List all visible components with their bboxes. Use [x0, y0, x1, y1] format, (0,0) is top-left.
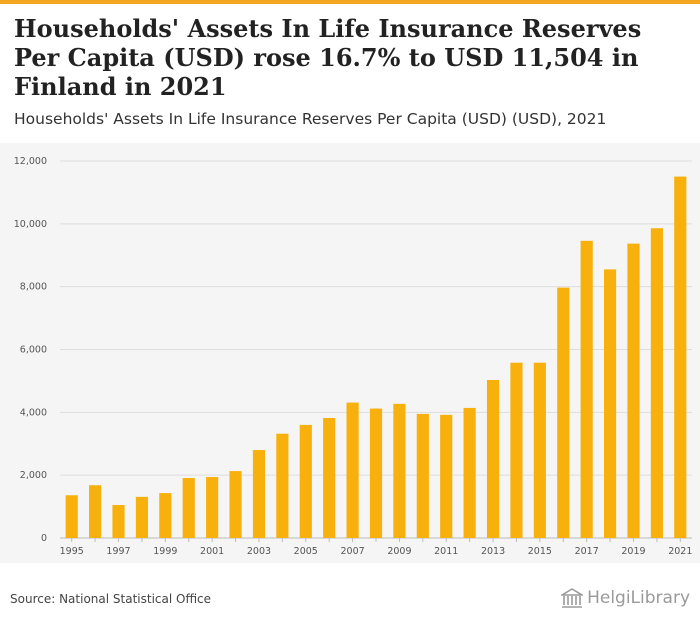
helgi-library-logo: HelgiLibrary	[561, 588, 690, 608]
bar-2001	[206, 477, 219, 538]
y-tick-label: 10,000	[14, 219, 47, 230]
top-accent-bar	[0, 0, 700, 4]
x-tick-label: 2005	[294, 546, 318, 557]
bar-2011	[440, 414, 453, 538]
x-tick-label: 2013	[481, 546, 505, 557]
x-tick-label: 2007	[340, 546, 364, 557]
bar-2015	[533, 362, 546, 538]
bar-2004	[276, 433, 289, 538]
x-tick-label: 2019	[621, 546, 645, 557]
chart-subtitle: Households' Assets In Life Insurance Res…	[14, 110, 607, 128]
x-tick-label: 2011	[434, 546, 458, 557]
y-tick-label: 4,000	[20, 407, 47, 418]
bar-2021	[674, 176, 687, 538]
x-tick-label: 1995	[60, 546, 84, 557]
bar-2006	[323, 417, 336, 538]
y-tick-label: 12,000	[14, 156, 47, 167]
bar-1997	[112, 505, 125, 538]
bar-2014	[510, 362, 523, 538]
x-tick-label: 2015	[528, 546, 552, 557]
bar-2008	[369, 408, 383, 538]
bar-2002	[229, 471, 242, 538]
y-tick-label: 0	[41, 533, 47, 544]
bar-2010	[416, 413, 429, 538]
bar-2009	[393, 403, 406, 538]
x-tick-label: 2017	[575, 546, 599, 557]
x-tick-label: 2009	[387, 546, 411, 557]
bar-1996	[89, 485, 102, 538]
chart-title: Households' Assets In Life Insurance Res…	[14, 14, 642, 101]
bar-2016	[557, 287, 570, 538]
x-tick-label: 2021	[668, 546, 692, 557]
library-building-icon	[561, 588, 584, 608]
y-tick-label: 6,000	[20, 345, 47, 356]
y-tick-label: 8,000	[20, 282, 47, 293]
bar-2003	[252, 450, 266, 538]
bar-1998	[135, 496, 149, 538]
x-tick-label: 2001	[200, 546, 224, 557]
logo-text: HelgiLibrary	[587, 588, 690, 608]
x-tick-label: 1997	[106, 546, 130, 557]
bar-2018	[603, 269, 617, 538]
bar-1999	[159, 493, 172, 538]
x-tick-label: 1999	[153, 546, 177, 557]
x-tick-label: 2003	[247, 546, 271, 557]
bar-2017	[580, 240, 593, 538]
bar-2013	[486, 379, 500, 538]
bar-2020	[650, 228, 663, 538]
bar-chart: 0 2,000 4,000 6,000 8,000 10,000 12,000 1995 199…	[14, 156, 693, 557]
bar-1995	[65, 495, 78, 538]
bar-2019	[627, 243, 640, 538]
y-tick-label: 2,000	[20, 470, 47, 481]
source-note: Source: National Statistical Office	[10, 592, 212, 606]
bar-2012	[463, 407, 476, 538]
bar-2007	[346, 402, 359, 538]
bar-2005	[299, 424, 312, 538]
bar-2000	[182, 477, 195, 538]
